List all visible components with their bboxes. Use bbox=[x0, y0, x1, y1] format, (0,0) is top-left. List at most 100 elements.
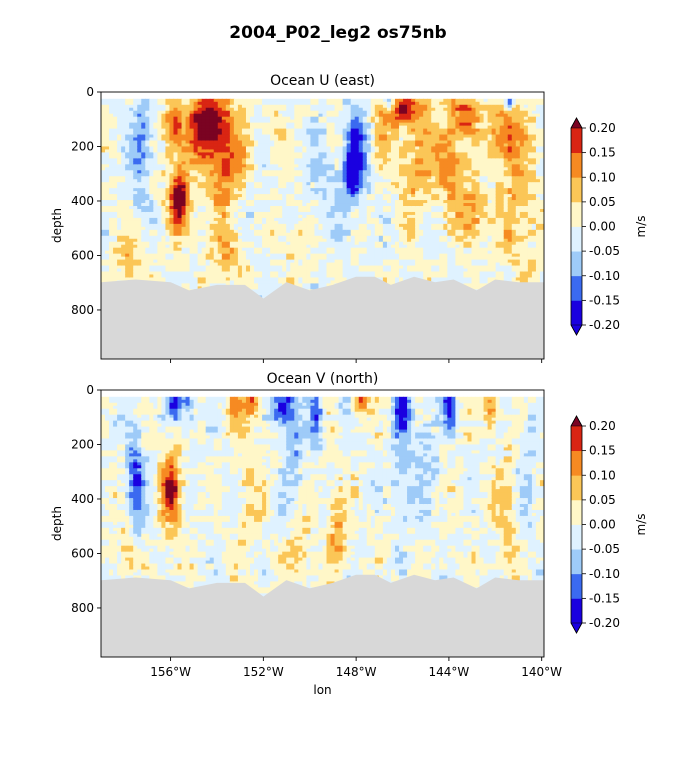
contour-cell bbox=[390, 229, 396, 234]
contour-cell bbox=[129, 101, 134, 106]
contour-cell bbox=[145, 188, 150, 192]
contour-cell bbox=[129, 191, 134, 195]
contour-cell bbox=[266, 292, 271, 296]
contour-cell bbox=[330, 152, 336, 156]
contour-cell bbox=[149, 128, 154, 133]
contour-cell bbox=[117, 176, 122, 180]
contour-cell bbox=[133, 101, 138, 106]
contour-cell bbox=[374, 211, 380, 216]
contour-cell bbox=[314, 170, 320, 174]
contour-cell bbox=[374, 134, 380, 139]
contour-cell bbox=[209, 271, 215, 276]
contour-cell bbox=[330, 161, 336, 165]
contour-cell bbox=[197, 137, 203, 142]
contour-cell bbox=[161, 229, 167, 234]
contour-cell bbox=[165, 140, 171, 145]
contour-cell bbox=[181, 256, 187, 261]
contour-cell bbox=[342, 220, 348, 225]
contour-cell bbox=[338, 164, 344, 168]
contour-cell bbox=[141, 250, 146, 255]
contour-cell bbox=[117, 220, 122, 225]
contour-cell bbox=[306, 200, 312, 204]
contour-cell bbox=[161, 107, 167, 112]
contour-cell bbox=[153, 152, 158, 156]
contour-cell bbox=[411, 206, 416, 210]
contour-cell bbox=[407, 152, 412, 156]
contour-cell bbox=[117, 238, 122, 243]
contour-cell bbox=[411, 265, 416, 270]
contour-cell bbox=[245, 206, 251, 210]
contour-cell bbox=[241, 238, 247, 243]
contour-cell bbox=[201, 256, 207, 261]
contour-cell bbox=[294, 277, 299, 282]
contour-cell bbox=[374, 110, 380, 115]
contour-cell bbox=[374, 208, 380, 213]
contour-cell bbox=[350, 143, 356, 148]
contour-cell bbox=[197, 223, 203, 228]
contour-cell bbox=[262, 98, 267, 103]
contour-cell bbox=[278, 229, 283, 234]
contour-cell bbox=[177, 167, 183, 171]
contour-cell bbox=[225, 149, 231, 154]
contour-cell bbox=[157, 188, 163, 192]
contour-cell bbox=[153, 203, 158, 207]
contour-cell bbox=[109, 125, 114, 130]
contour-cell bbox=[358, 110, 364, 115]
contour-cell bbox=[121, 125, 126, 130]
contour-cell bbox=[229, 262, 235, 267]
contour-cell bbox=[318, 265, 324, 270]
contour-cell bbox=[386, 250, 392, 255]
contour-cell bbox=[390, 217, 396, 222]
contour-cell bbox=[161, 277, 167, 282]
contour-cell bbox=[354, 262, 360, 267]
contour-cell bbox=[169, 158, 175, 162]
contour-cell bbox=[362, 256, 368, 261]
contour-cell bbox=[221, 146, 227, 151]
contour-cell bbox=[258, 188, 263, 192]
contour-cell bbox=[229, 173, 235, 177]
contour-cell bbox=[399, 235, 404, 240]
contour-cell bbox=[282, 113, 287, 118]
contour-cell bbox=[250, 143, 255, 148]
contour-cell bbox=[193, 244, 199, 249]
contour-cell bbox=[326, 220, 332, 225]
contour-cell bbox=[185, 194, 191, 198]
contour-cell bbox=[310, 223, 316, 228]
contour-cell bbox=[177, 208, 183, 213]
contour-cell bbox=[314, 247, 320, 252]
contour-cell bbox=[366, 161, 372, 165]
contour-cell bbox=[113, 155, 118, 159]
contour-cell bbox=[201, 253, 207, 258]
contour-cell bbox=[366, 271, 372, 276]
contour-cell bbox=[185, 158, 191, 162]
contour-cell bbox=[302, 98, 307, 103]
contour-cell bbox=[101, 176, 106, 180]
contour-cell bbox=[141, 167, 146, 171]
contour-cell bbox=[125, 208, 130, 213]
contour-cell bbox=[133, 164, 138, 168]
contour-cell bbox=[245, 271, 251, 276]
contour-cell bbox=[193, 191, 199, 195]
contour-cell bbox=[378, 223, 384, 228]
contour-cell bbox=[209, 152, 215, 156]
contour-cell bbox=[382, 274, 388, 279]
contour-cell bbox=[310, 182, 316, 186]
contour-cell bbox=[266, 119, 271, 124]
contour-cell bbox=[322, 200, 328, 204]
contour-cell bbox=[129, 146, 134, 151]
contour-cell bbox=[374, 167, 380, 171]
contour-cell bbox=[378, 161, 384, 165]
contour-cell bbox=[169, 256, 175, 261]
contour-cell bbox=[326, 235, 332, 240]
contour-cell bbox=[145, 229, 150, 234]
contour-cell bbox=[125, 185, 130, 189]
contour-cell bbox=[262, 191, 267, 195]
contour-cell bbox=[302, 140, 307, 145]
contour-cell bbox=[141, 110, 146, 115]
contour-cell bbox=[314, 128, 320, 133]
contour-cell bbox=[350, 256, 356, 261]
contour-cell bbox=[362, 104, 368, 109]
contour-cell bbox=[241, 229, 247, 234]
contour-cell bbox=[109, 274, 114, 279]
contour-cell bbox=[181, 197, 187, 201]
